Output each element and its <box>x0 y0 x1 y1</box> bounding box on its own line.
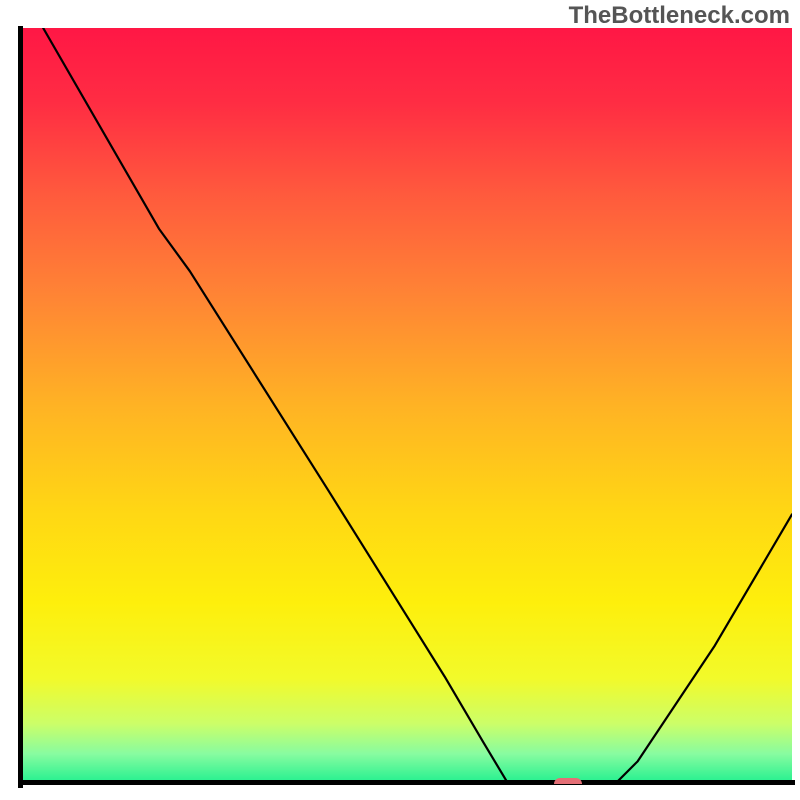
bottleneck-curve <box>20 28 792 784</box>
watermark-text: TheBottleneck.com <box>569 2 790 30</box>
optimal-marker <box>554 778 582 784</box>
chart-container: TheBottleneck.com <box>0 0 800 800</box>
plot-area <box>20 28 792 784</box>
